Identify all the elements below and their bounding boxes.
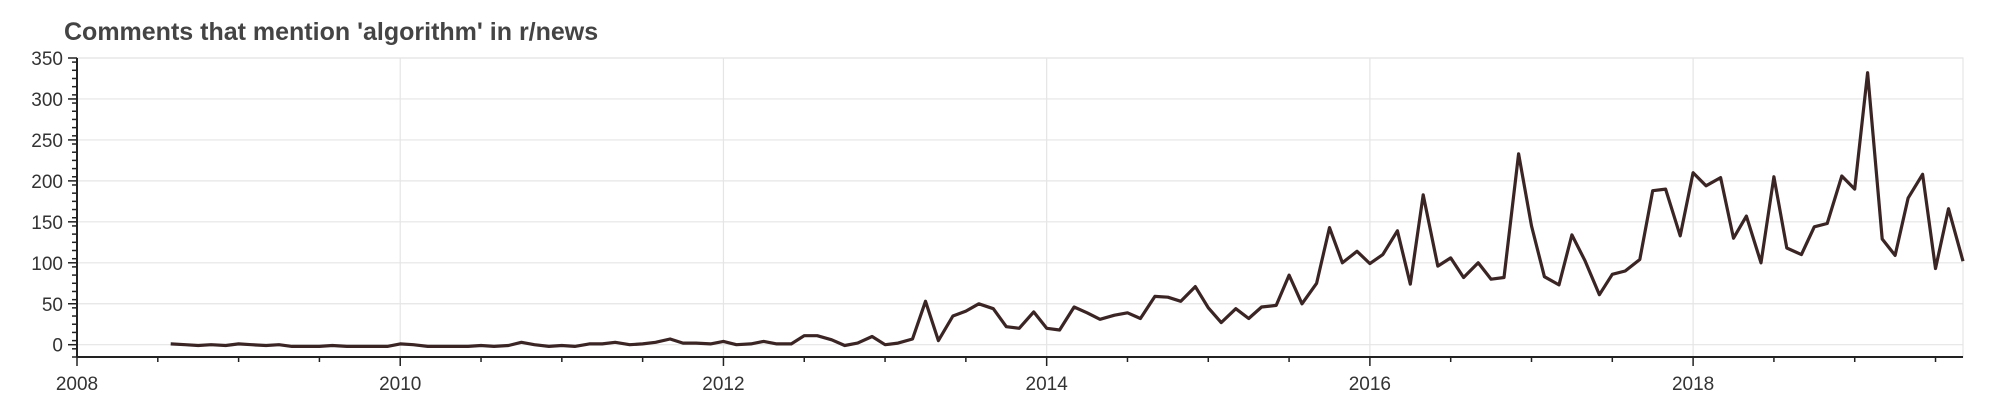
y-tick-label: 150 bbox=[31, 213, 63, 234]
grid bbox=[76, 57, 1964, 358]
x-tick-label: 2010 bbox=[379, 374, 421, 395]
series-line bbox=[170, 71, 1965, 348]
chart-title: Comments that mention 'algorithm' in r/n… bbox=[64, 18, 599, 46]
x-tick-label: 2016 bbox=[1349, 374, 1391, 395]
y-tick-label: 50 bbox=[42, 295, 63, 316]
y-tick-label: 250 bbox=[31, 131, 63, 152]
y-tick-label: 350 bbox=[31, 49, 63, 70]
series bbox=[170, 71, 1965, 348]
axes: 0 50 100 150 200 250 300 350 2008 2010 2012 2014 201… bbox=[31, 49, 1963, 395]
y-tick-label: 0 bbox=[52, 336, 63, 357]
x-tick-label: 2008 bbox=[56, 374, 98, 395]
y-tick-label: 100 bbox=[31, 254, 63, 275]
plot-frame bbox=[76, 57, 1964, 358]
x-tick-label: 2018 bbox=[1672, 374, 1714, 395]
y-tick-label: 200 bbox=[31, 172, 63, 193]
x-tick-label: 2012 bbox=[702, 374, 744, 395]
y-tick-label: 300 bbox=[31, 90, 63, 111]
x-tick-label: 2014 bbox=[1026, 374, 1069, 395]
